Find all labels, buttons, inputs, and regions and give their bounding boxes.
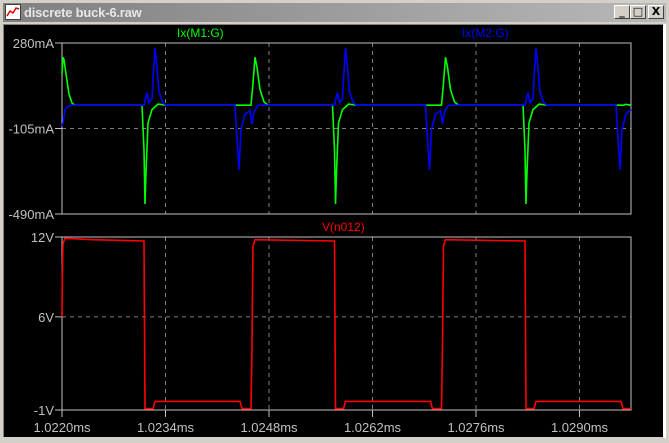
x-tick-label: 1.0276ms [447, 420, 505, 435]
maximize-button[interactable]: □ [630, 5, 646, 19]
trace-label-ix-m1-g[interactable]: Ix(M1:G) [177, 26, 224, 40]
x-tick-label: 1.0248ms [240, 420, 298, 435]
y-tick-label: -1V [34, 403, 55, 418]
y-tick-label: -105mA [8, 122, 54, 137]
trace-ix-m1-g[interactable] [61, 56, 632, 205]
y-tick-label: 12V [31, 230, 54, 245]
x-tick-label: 1.0234ms [137, 420, 195, 435]
plot-area[interactable] [3, 24, 664, 437]
trace-label-v-n012[interactable]: V(n012) [322, 220, 365, 234]
waveform-app-icon [5, 4, 21, 20]
window-border [663, 24, 666, 438]
y-tick-label: 6V [38, 310, 54, 325]
x-tick-label: 1.0290ms [551, 420, 609, 435]
window-title: discrete buck-6.raw [24, 5, 142, 20]
y-tick-label: -490mA [8, 207, 54, 222]
trace-ix-m2-g[interactable] [61, 48, 632, 170]
trace-label-ix-m2-g[interactable]: Ix(M2:G) [462, 26, 509, 40]
voltage-pane[interactable]: V(n012) 12V 6V -1V 1.0220ms 1.0234ms 1.0248ms… [31, 220, 632, 435]
current-pane[interactable]: Ix(M1:G) Ix(M2:G) 280mA -105mA -490mA [8, 26, 632, 222]
y-tick-label: 280mA [13, 36, 55, 51]
trace-v-n012[interactable] [61, 237, 631, 410]
pane-frame [61, 42, 632, 215]
x-tick-label: 1.0220ms [33, 420, 91, 435]
close-button[interactable]: X [648, 5, 664, 19]
minimize-button[interactable]: _ [614, 5, 630, 19]
title-bar[interactable]: discrete buck-6.raw _ □ X [3, 3, 666, 22]
pane-frame [61, 236, 632, 411]
x-tick-label: 1.0262ms [344, 420, 402, 435]
